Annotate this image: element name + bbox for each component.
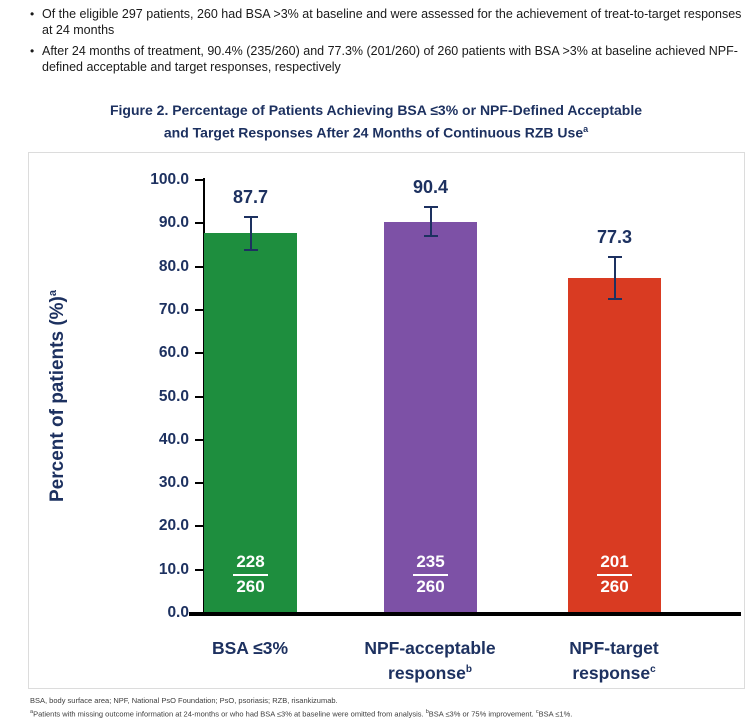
bar-fraction: 201 260 bbox=[568, 551, 661, 598]
y-tick-label: 80.0 bbox=[158, 257, 189, 275]
bullet-item: • Of the eligible 297 patients, 260 had … bbox=[30, 6, 742, 38]
bar-fraction: 235 260 bbox=[384, 551, 477, 598]
bar-group-npf-target: 77.3 201 260 bbox=[568, 180, 661, 613]
bar-chart: Percent of patients (%)a 0.0 10.0 20.0 30.0… bbox=[28, 152, 745, 689]
y-tick-mark bbox=[195, 308, 203, 311]
summary-bullets: • Of the eligible 297 patients, 260 had … bbox=[30, 6, 742, 80]
bar-npf-target bbox=[568, 278, 661, 613]
error-bar bbox=[243, 215, 258, 251]
bar-value-label: 90.4 bbox=[412, 176, 449, 197]
plot-area: 0.0 10.0 20.0 30.0 40.0 50.0 60.0 70.0 80.0 90.0 1… bbox=[150, 171, 743, 621]
fraction-denominator: 260 bbox=[236, 577, 265, 596]
fraction-numerator: 235 bbox=[413, 551, 448, 576]
title-superscript: a bbox=[583, 124, 589, 134]
y-tick-label: 70.0 bbox=[158, 300, 189, 318]
y-tick-label: 0.0 bbox=[167, 604, 189, 621]
fraction-denominator: 260 bbox=[416, 577, 445, 596]
y-tick-label: 60.0 bbox=[158, 344, 189, 362]
error-bar bbox=[423, 205, 438, 238]
x-axis-line bbox=[189, 612, 741, 616]
bar-bsa bbox=[204, 233, 297, 613]
fraction-denominator: 260 bbox=[600, 577, 629, 596]
category-superscript: responsec bbox=[572, 662, 656, 683]
footnote-notes: aPatients with missing outcome informati… bbox=[30, 708, 573, 719]
y-tick-mark bbox=[195, 525, 203, 528]
error-bar bbox=[607, 256, 622, 301]
bullet-icon: • bbox=[30, 44, 35, 58]
y-tick-label: 40.0 bbox=[158, 430, 189, 448]
y-tick-mark bbox=[195, 265, 203, 268]
y-tick-mark bbox=[195, 482, 203, 485]
y-tick-label: 10.0 bbox=[158, 560, 189, 578]
bar-fraction: 228 260 bbox=[204, 551, 297, 598]
y-tick-mark bbox=[195, 395, 203, 398]
bar-group-npf-acceptable: 90.4 235 260 bbox=[384, 176, 477, 613]
y-tick-label: 30.0 bbox=[158, 474, 189, 492]
category-label-npf-target: NPF-target responsec bbox=[569, 638, 659, 683]
bullet-item: • After 24 months of treatment, 90.4% (2… bbox=[30, 43, 742, 75]
y-tick-mark bbox=[195, 222, 203, 225]
y-tick-mark bbox=[195, 179, 203, 181]
y-tick-label: 50.0 bbox=[158, 387, 189, 405]
y-tick-mark bbox=[195, 352, 203, 355]
y-tick-label: 90.0 bbox=[158, 214, 189, 232]
x-axis-labels: BSA ≤3% NPF-acceptable responseb NPF-tar… bbox=[203, 638, 743, 686]
category-label-bsa: BSA ≤3% bbox=[211, 638, 289, 658]
figure-title: Figure 2. Percentage of Patients Achievi… bbox=[0, 101, 752, 143]
bar-npf-acceptable bbox=[384, 221, 477, 613]
bar-group-bsa: 87.7 228 260 bbox=[204, 180, 297, 613]
figure-title-line2: and Target Responses After 24 Months of … bbox=[163, 124, 589, 141]
figure-title-line1: Figure 2. Percentage of Patients Achievi… bbox=[109, 102, 643, 118]
y-axis-superscript: a bbox=[46, 290, 59, 297]
category-label-npf-acceptable: NPF-acceptable responseb bbox=[364, 638, 496, 683]
bar-value-label: 77.3 bbox=[596, 227, 633, 248]
footnotes: BSA, body surface area; NPF, National Ps… bbox=[30, 696, 742, 720]
bullet-text: Of the eligible 297 patients, 260 had BS… bbox=[42, 7, 742, 37]
y-axis-title: Percent of patients (%)a bbox=[46, 290, 69, 502]
y-tick-mark bbox=[195, 438, 203, 441]
y-tick-label: 20.0 bbox=[158, 517, 189, 535]
fraction-numerator: 201 bbox=[597, 551, 632, 576]
y-tick-label: 100.0 bbox=[150, 171, 189, 188]
y-tick-mark bbox=[195, 568, 203, 571]
bullet-icon: • bbox=[30, 7, 35, 21]
fraction-numerator: 228 bbox=[233, 551, 268, 576]
footnote-abbreviations: BSA, body surface area; NPF, National Ps… bbox=[30, 696, 338, 705]
bar-value-label: 87.7 bbox=[232, 186, 269, 207]
category-superscript: b bbox=[465, 664, 472, 675]
bullet-text: After 24 months of treatment, 90.4% (235… bbox=[42, 44, 738, 74]
